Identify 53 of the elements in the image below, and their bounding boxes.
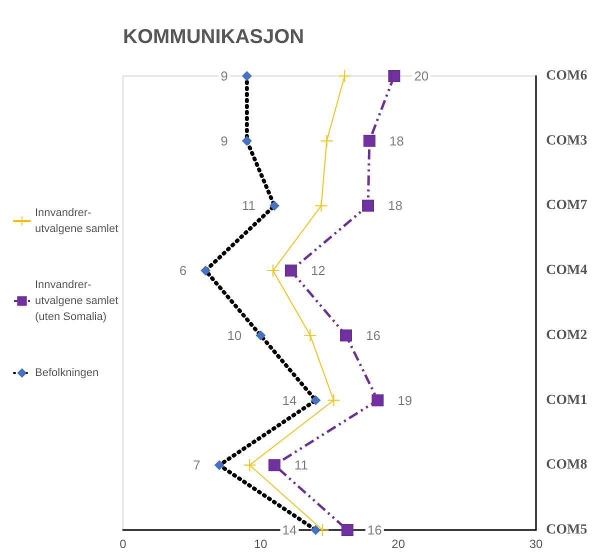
x-tick-label: 20 xyxy=(392,537,406,551)
data-label: 18 xyxy=(389,133,404,148)
x-tick-label: 10 xyxy=(254,537,268,551)
y-tick-label: COM7 xyxy=(546,198,588,214)
point xyxy=(256,330,266,340)
data-label: 10 xyxy=(227,328,242,343)
point xyxy=(310,395,321,406)
data-label: 14 xyxy=(282,392,297,408)
data-label: 6 xyxy=(179,263,187,278)
point xyxy=(284,264,297,277)
data-label: 11 xyxy=(294,458,308,473)
y-tick-label: COM4 xyxy=(546,263,588,278)
data-label: 16 xyxy=(366,328,380,343)
data-label: 14 xyxy=(282,522,297,538)
point xyxy=(328,394,340,406)
point xyxy=(242,71,252,81)
x-tick-label: 0 xyxy=(120,537,127,551)
legend-label: Innvandrer-utvalgene samlet xyxy=(35,207,118,235)
point xyxy=(200,266,211,276)
data-label: 7 xyxy=(193,458,200,473)
legend-label: Innvandrer-utvalgene samlet (uten Somalia) xyxy=(35,279,118,323)
y-tick-label: COM8 xyxy=(546,458,588,473)
point xyxy=(310,525,321,535)
data-label: 19 xyxy=(398,392,412,408)
data-label: 16 xyxy=(367,522,382,538)
data-label: 9 xyxy=(220,133,228,148)
point xyxy=(338,70,351,82)
legend-label: Befolkningen xyxy=(35,367,99,379)
data-label: 20 xyxy=(414,68,429,84)
data-label: 11 xyxy=(242,198,256,214)
point xyxy=(372,394,384,406)
chart-title: KOMMUNIKASJON xyxy=(123,26,304,48)
point xyxy=(362,200,374,212)
y-tick-label: COM6 xyxy=(546,68,588,84)
x-tick-label: 30 xyxy=(529,537,543,551)
point xyxy=(341,524,354,536)
point xyxy=(214,460,224,470)
point xyxy=(242,136,252,146)
point xyxy=(340,329,352,342)
point xyxy=(244,459,256,472)
data-label: 12 xyxy=(310,263,326,278)
y-tick-label: COM5 xyxy=(546,522,588,538)
y-tick-label: COM1 xyxy=(546,392,588,408)
point xyxy=(304,329,316,342)
data-label: 18 xyxy=(388,198,403,214)
point xyxy=(267,264,280,277)
data-label: 9 xyxy=(220,68,228,84)
point xyxy=(269,200,280,211)
y-tick-label: COM2 xyxy=(546,328,588,343)
y-tick-label: COM3 xyxy=(546,133,588,148)
point xyxy=(268,459,280,472)
point xyxy=(388,70,400,82)
point xyxy=(363,134,376,147)
